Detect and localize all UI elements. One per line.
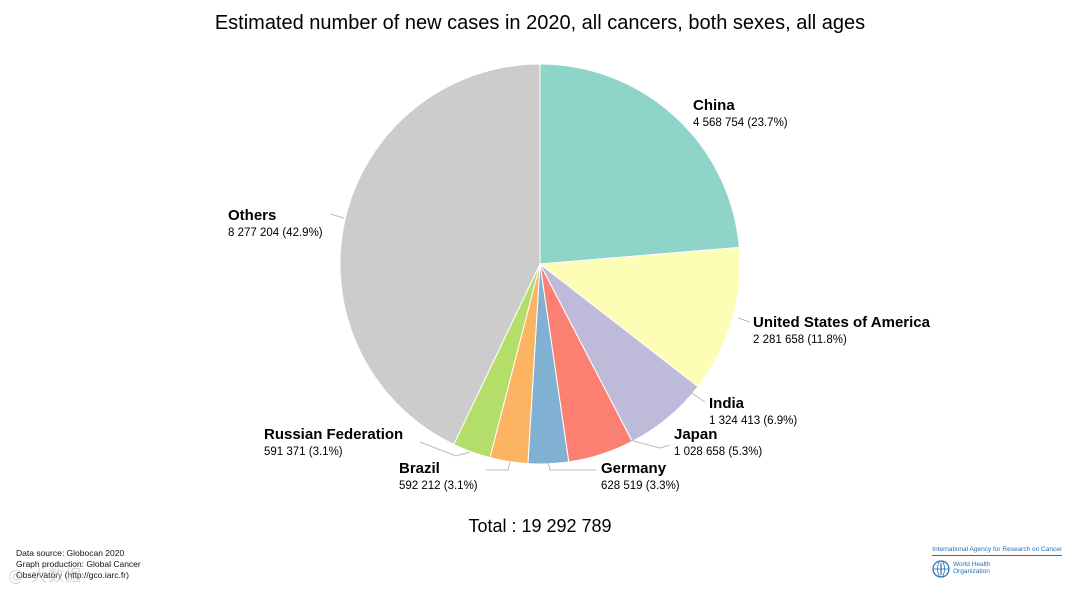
pie-slice-others	[339, 63, 541, 446]
chart-title: Estimated number of new cases in 2020, a…	[214, 12, 866, 34]
leader-line	[486, 461, 511, 471]
slice-label-name: India	[709, 395, 745, 412]
slice-label-value: 628 519 (3.3%)	[601, 480, 680, 492]
source-line: Data source: Globocan 2020	[16, 548, 125, 558]
who-text-line: World Health	[953, 561, 991, 568]
who-logo-text: World Health Organization	[953, 561, 990, 575]
source-line: Graph production: Global Cancer	[16, 559, 141, 569]
slice-label-name: Brazil	[399, 460, 440, 477]
leader-line	[737, 317, 751, 323]
pie-slices	[339, 63, 741, 465]
pie-labels: China 4 568 754 (23.7%) United States of A…	[228, 97, 931, 492]
slice-label-name: Japan	[674, 426, 717, 443]
slice-label-name: China	[693, 97, 735, 114]
leader-line	[419, 441, 471, 457]
slice-label-name: Germany	[601, 460, 667, 477]
pie-leader-lines	[329, 213, 751, 471]
pie-slice-china	[539, 63, 740, 265]
watermark: @ 大数据	[8, 566, 83, 585]
slice-label-value: 4 568 754 (23.7%)	[693, 117, 788, 129]
slice-label-name: United States of America	[753, 314, 931, 331]
iarc-logo-rule	[932, 555, 1062, 556]
source-line: Observatory (http://gco.iarc.fr)	[16, 570, 129, 580]
pie-slice-united-states-of-america	[538, 246, 741, 388]
slice-label-name: Others	[228, 207, 276, 224]
slice-label-name: Russian Federation	[264, 426, 403, 443]
who-emblem-icon	[932, 560, 950, 578]
data-source-note: Data source: Globocan 2020 Graph product…	[16, 548, 141, 581]
leader-line	[629, 439, 671, 449]
who-text-line: Organization	[953, 568, 990, 575]
slice-label-value: 1 028 658 (5.3%)	[674, 446, 762, 458]
slice-label-value: 8 277 204 (42.9%)	[228, 227, 323, 239]
slice-label-value: 2 281 658 (11.8%)	[753, 334, 847, 346]
slice-label-value: 592 212 (3.1%)	[399, 480, 478, 492]
slice-label-value: 591 371 (3.1%)	[264, 446, 343, 458]
leader-line	[689, 391, 706, 403]
leader-line	[547, 461, 596, 471]
total-label: Total : 19 292 789	[468, 516, 612, 536]
slice-label-value: 1 324 413 (6.9%)	[709, 415, 797, 427]
iarc-logo-text: International Agency for Research on Can…	[932, 546, 1062, 553]
leader-line	[329, 213, 345, 219]
